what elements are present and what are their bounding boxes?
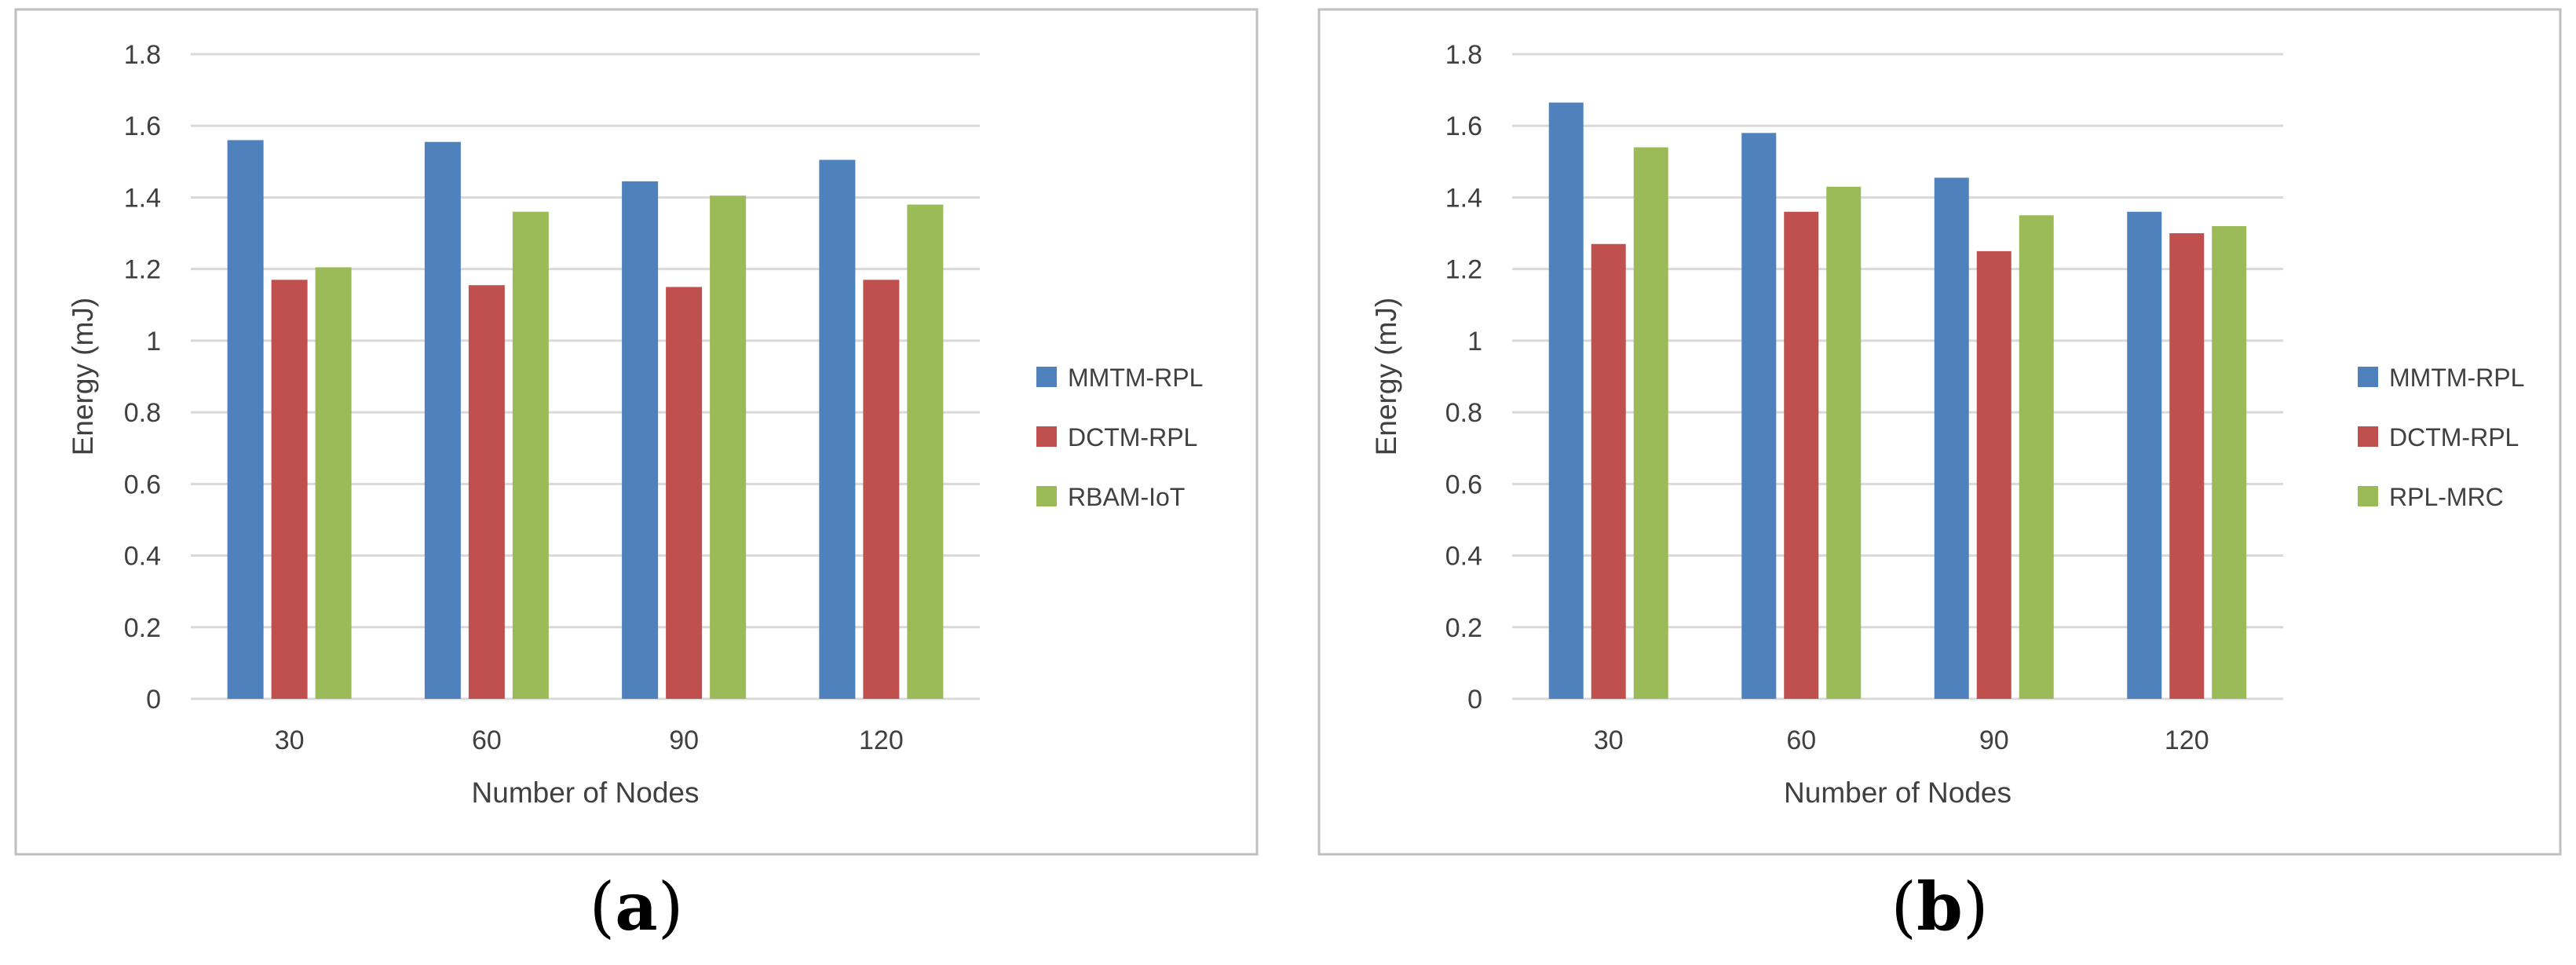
chart-b-legend-label-dctm-rpl: DCTM-RPL bbox=[2389, 423, 2519, 451]
chart-a-y-tick-label: 1.4 bbox=[124, 183, 161, 213]
chart-b: 0 0.2 0.4 0.6 0.8 1 1.2 1.4 1.6 1.8 30 60 90 120 Numbe… bbox=[1317, 8, 2562, 856]
chart-a-y-tick-labels: 0 0.2 0.4 0.6 0.8 1 1.2 1.4 1.6 1.8 bbox=[124, 40, 161, 715]
caption-b: (b) bbox=[1891, 868, 1989, 945]
chart-b-x-tick-label: 120 bbox=[2165, 726, 2209, 755]
chart-b-legend-swatch-rpl-mrc bbox=[2358, 486, 2378, 506]
chart-b-bar-rpl-mrc-90 bbox=[2019, 215, 2054, 699]
chart-b-bars bbox=[1548, 102, 2247, 700]
chart-a-x-tick-label: 30 bbox=[275, 726, 305, 755]
chart-a-legend-swatch-mmtm-rpl bbox=[1036, 367, 1057, 387]
chart-b-x-tick-label: 30 bbox=[1594, 726, 1624, 755]
chart-a-y-axis-title: Energy (mJ) bbox=[67, 298, 99, 455]
chart-b-bar-mmtm-rpl-120 bbox=[2127, 211, 2162, 699]
chart-b-legend-swatch-mmtm-rpl bbox=[2358, 367, 2378, 387]
chart-b-y-axis-title: Energy (mJ) bbox=[1370, 298, 1402, 455]
chart-b-y-tick-label: 0.4 bbox=[1445, 542, 1482, 572]
chart-a-x-tick-label: 120 bbox=[859, 726, 904, 755]
chart-b-y-tick-label: 1 bbox=[1467, 327, 1482, 356]
chart-a-bars bbox=[227, 140, 944, 700]
chart-a-legend-swatch-rbam-iot bbox=[1036, 486, 1057, 506]
chart-b-series-mmtm-rpl bbox=[1548, 102, 2162, 699]
chart-b-legend-label-rpl-mrc: RPL-MRC bbox=[2389, 483, 2504, 511]
chart-a-bar-dctm-rpl-90 bbox=[666, 287, 703, 699]
chart-a-bar-mmtm-rpl-30 bbox=[227, 140, 264, 699]
chart-a-bar-rbam-iot-90 bbox=[710, 196, 747, 700]
chart-b-y-tick-label: 0.2 bbox=[1445, 613, 1482, 643]
chart-b-legend-swatch-dctm-rpl bbox=[2358, 426, 2378, 447]
chart-b-y-tick-label: 0.6 bbox=[1445, 470, 1482, 499]
chart-a-bar-mmtm-rpl-120 bbox=[819, 159, 856, 699]
chart-b-legend-label-mmtm-rpl: MMTM-RPL bbox=[2389, 364, 2524, 392]
chart-a-x-axis-title: Number of Nodes bbox=[472, 777, 700, 809]
chart-a-y-tick-label: 0 bbox=[146, 685, 161, 715]
chart-b-series-rpl-mrc bbox=[1633, 147, 2247, 700]
chart-b-bar-dctm-rpl-30 bbox=[1591, 243, 1626, 699]
chart-a-y-tick-label: 1 bbox=[146, 327, 161, 356]
chart-a-bar-dctm-rpl-60 bbox=[468, 285, 505, 700]
chart-a-bar-rbam-iot-120 bbox=[907, 204, 944, 700]
chart-b-legend: MMTM-RPL DCTM-RPL RPL-MRC bbox=[2358, 364, 2524, 511]
chart-a-y-tick-label: 0.8 bbox=[124, 398, 161, 428]
chart-a-y-tick-label: 1.8 bbox=[124, 40, 161, 70]
chart-a-y-tick-label: 0.4 bbox=[124, 542, 161, 572]
chart-panel-b: 0 0.2 0.4 0.6 0.8 1 1.2 1.4 1.6 1.8 30 60 90 120 Numbe… bbox=[1310, 0, 2570, 965]
chart-b-x-axis-title: Number of Nodes bbox=[1784, 777, 2011, 809]
chart-a-bar-dctm-rpl-120 bbox=[863, 280, 900, 700]
chart-a-legend-swatch-dctm-rpl bbox=[1036, 426, 1057, 447]
chart-a-legend-label-mmtm-rpl: MMTM-RPL bbox=[1068, 364, 1203, 392]
chart-b-series-dctm-rpl bbox=[1591, 211, 2205, 700]
chart-b-y-tick-label: 1.6 bbox=[1445, 111, 1482, 141]
chart-b-bar-dctm-rpl-120 bbox=[2169, 233, 2205, 699]
chart-a-legend-label-dctm-rpl: DCTM-RPL bbox=[1068, 423, 1197, 451]
chart-b-y-tick-label: 1.4 bbox=[1445, 183, 1482, 213]
chart-a-y-tick-label: 0.2 bbox=[124, 613, 161, 643]
chart-panel-a: 0 0.2 0.4 0.6 0.8 1 1.2 1.4 1.6 1.8 30 60 90 120 Numbe… bbox=[6, 0, 1266, 965]
caption-b-letter: b bbox=[1916, 868, 1963, 945]
chart-a-series-dctm-rpl bbox=[271, 280, 900, 700]
chart-b-y-tick-label: 0 bbox=[1467, 685, 1482, 715]
chart-a-bar-mmtm-rpl-60 bbox=[424, 141, 461, 700]
caption-a: (a) bbox=[589, 868, 684, 945]
chart-b-bar-rpl-mrc-120 bbox=[2212, 225, 2247, 699]
chart-b-bar-dctm-rpl-60 bbox=[1784, 211, 1819, 699]
chart-a-legend: MMTM-RPL DCTM-RPL RBAM-IoT bbox=[1036, 364, 1203, 511]
chart-b-bar-mmtm-rpl-60 bbox=[1741, 133, 1777, 699]
chart-a-series-mmtm-rpl bbox=[227, 140, 856, 700]
chart-a-x-tick-labels: 30 60 90 120 bbox=[275, 726, 904, 755]
chart-b-bar-rpl-mrc-60 bbox=[1826, 186, 1862, 699]
chart-b-bar-mmtm-rpl-90 bbox=[1934, 177, 1969, 699]
caption-a-letter: a bbox=[615, 868, 658, 945]
chart-a-legend-label-rbam-iot: RBAM-IoT bbox=[1068, 483, 1185, 511]
chart-b-y-tick-label: 0.8 bbox=[1445, 398, 1482, 428]
chart-a-bar-dctm-rpl-30 bbox=[271, 280, 308, 700]
chart-b-y-tick-label: 1.2 bbox=[1445, 255, 1482, 285]
chart-b-y-tick-labels: 0 0.2 0.4 0.6 0.8 1 1.2 1.4 1.6 1.8 bbox=[1445, 40, 1482, 715]
chart-b-bar-dctm-rpl-90 bbox=[1976, 250, 2011, 700]
chart-a: 0 0.2 0.4 0.6 0.8 1 1.2 1.4 1.6 1.8 30 60 90 120 Numbe… bbox=[14, 8, 1259, 856]
chart-a-x-tick-label: 90 bbox=[669, 726, 699, 755]
chart-a-y-tick-label: 1.2 bbox=[124, 255, 161, 285]
chart-b-bar-rpl-mrc-30 bbox=[1633, 147, 1668, 700]
chart-a-bar-mmtm-rpl-90 bbox=[622, 181, 659, 700]
chart-b-bar-mmtm-rpl-30 bbox=[1548, 102, 1584, 699]
chart-a-series-rbam-iot bbox=[315, 196, 944, 700]
chart-b-y-tick-label: 1.8 bbox=[1445, 40, 1482, 70]
chart-b-x-tick-label: 90 bbox=[1979, 726, 2009, 755]
chart-a-y-tick-label: 1.6 bbox=[124, 111, 161, 141]
chart-a-x-tick-label: 60 bbox=[472, 726, 502, 755]
chart-b-x-tick-labels: 30 60 90 120 bbox=[1594, 726, 2209, 755]
chart-a-bar-rbam-iot-60 bbox=[512, 211, 549, 699]
chart-b-x-tick-label: 60 bbox=[1786, 726, 1816, 755]
chart-a-y-tick-label: 0.6 bbox=[124, 470, 161, 499]
chart-a-bar-rbam-iot-30 bbox=[315, 267, 352, 699]
